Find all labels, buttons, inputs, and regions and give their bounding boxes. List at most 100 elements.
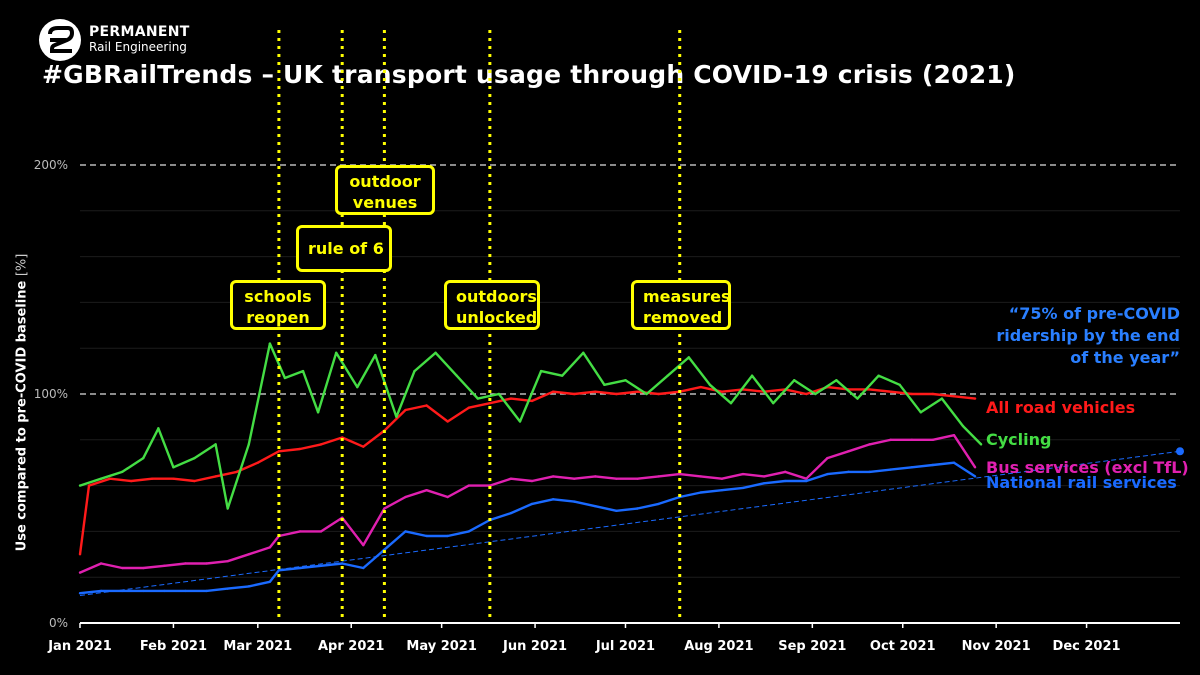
series-1-point-22	[497, 392, 501, 396]
series-3-point-36	[826, 472, 829, 476]
x-tick-label-10: Nov 2021	[962, 639, 1031, 654]
series-1-point-39	[856, 397, 859, 400]
series-3-point-39	[889, 468, 892, 471]
series-2-point-43	[973, 466, 977, 469]
series-label-cycling: Cycling	[986, 430, 1052, 449]
series-1-point-33	[729, 401, 733, 405]
series-3-point-6	[205, 589, 208, 593]
y-tick-label-2: 200%	[34, 158, 68, 172]
x-tick-label-3: Apr 2021	[318, 639, 385, 654]
x-tick-label-8: Sep 2021	[778, 639, 846, 654]
x-tick-label-6: Jul 2021	[595, 639, 655, 654]
series-2-point-36	[826, 456, 829, 460]
series-1-point-25	[560, 374, 564, 377]
series-2-point-14	[362, 543, 365, 547]
chart-title: #GBRailTrends – UK transport usage throu…	[42, 60, 1016, 89]
series-1-point-44	[961, 424, 965, 428]
series-0-point-21	[509, 397, 513, 400]
series-1-point-30	[666, 374, 669, 377]
brand-name: PERMANENT	[89, 24, 190, 40]
series-2-point-27	[636, 477, 639, 480]
x-tick-label-4: May 2021	[406, 639, 477, 654]
series-2-point-9	[268, 546, 272, 549]
series-label-road: All road vehicles	[986, 398, 1136, 417]
series-1-point-9	[247, 443, 250, 446]
series-1-point-21	[476, 397, 480, 400]
series-2-point-26	[615, 477, 618, 480]
x-tick-label-7: Aug 2021	[684, 639, 753, 654]
series-1-point-20	[455, 374, 458, 377]
series-2-point-37	[847, 450, 850, 453]
series-1-point-45	[979, 443, 983, 446]
series-1-point-37	[814, 392, 817, 396]
milestone-label-schools-reopen: schools reopen	[230, 280, 326, 330]
series-1-point-43	[940, 397, 944, 400]
milestone-label-outdoors-unlocked: outdoors unlocked	[444, 280, 540, 330]
series-0-point-20	[488, 401, 492, 405]
series-1-point-40	[877, 374, 880, 377]
series-label-bus: Bus services (excl TfL)	[986, 458, 1189, 477]
series-3-point-11	[298, 566, 302, 570]
series-3-point-13	[340, 562, 344, 565]
series-2-point-31	[720, 477, 724, 480]
series-2-point-5	[184, 562, 187, 565]
series-3-point-9	[268, 580, 272, 583]
series-2-point-12	[319, 530, 323, 533]
series-3-point-2	[120, 589, 124, 593]
series-line-1	[79, 342, 982, 510]
series-2-point-1	[99, 562, 103, 565]
series-0-point-8	[235, 470, 238, 474]
series-0-point-10	[277, 450, 281, 453]
series-3-point-25	[594, 505, 597, 508]
series-0-point-1	[87, 484, 91, 487]
x-tick-label-5: Jun 2021	[502, 639, 567, 654]
series-3-point-31	[720, 488, 724, 492]
x-tick-label-1: Feb 2021	[140, 639, 207, 654]
series-0-point-40	[910, 392, 913, 396]
series-3-point-32	[741, 486, 745, 490]
series-2-point-4	[163, 564, 166, 567]
series-1-point-17	[395, 415, 398, 419]
series-1-point-28	[624, 379, 627, 382]
series-1-point-13	[316, 411, 320, 414]
series-0-point-42	[952, 395, 956, 398]
series-2-point-19	[467, 484, 470, 487]
milestone-label-outdoor-venues: outdoor venues	[335, 165, 435, 215]
y-tick-label-1: 100%	[34, 387, 68, 401]
series-0-point-28	[657, 392, 660, 396]
series-3-point-41	[931, 463, 935, 467]
series-0-point-43	[973, 397, 977, 400]
series-2-point-38	[868, 443, 871, 446]
series-2-point-24	[573, 477, 576, 480]
series-3-point-7	[226, 587, 229, 590]
series-2-point-42	[952, 434, 956, 437]
milestone-label-measures-removed: measures removed	[631, 280, 731, 330]
series-1-point-2	[120, 470, 124, 474]
series-3-point-19	[467, 530, 470, 533]
series-3-point-0	[78, 592, 82, 595]
series-3-point-10	[277, 569, 281, 572]
series-0-point-26	[615, 392, 618, 396]
series-3-point-37	[847, 470, 850, 474]
series-1-point-6	[193, 456, 196, 460]
series-2-point-15	[383, 507, 386, 510]
series-0-point-41	[931, 392, 935, 396]
series-1-point-0	[78, 484, 82, 487]
series-0-point-4	[151, 477, 154, 480]
series-0-point-27	[636, 390, 639, 393]
series-2-point-39	[889, 438, 892, 441]
series-2-point-22	[530, 479, 534, 483]
series-1-point-42	[919, 411, 923, 414]
series-1-point-18	[413, 369, 416, 373]
series-3-point-26	[615, 509, 618, 512]
series-0-point-35	[805, 392, 808, 396]
milestone-label-rule-of-6: rule of 6	[296, 225, 392, 272]
series-0-point-39	[889, 390, 892, 393]
series-0-point-24	[573, 392, 576, 396]
trendline-end-marker	[1176, 447, 1184, 456]
series-1-point-29	[645, 392, 648, 396]
series-1-point-1	[99, 477, 103, 480]
brand-logo-icon	[39, 19, 81, 61]
